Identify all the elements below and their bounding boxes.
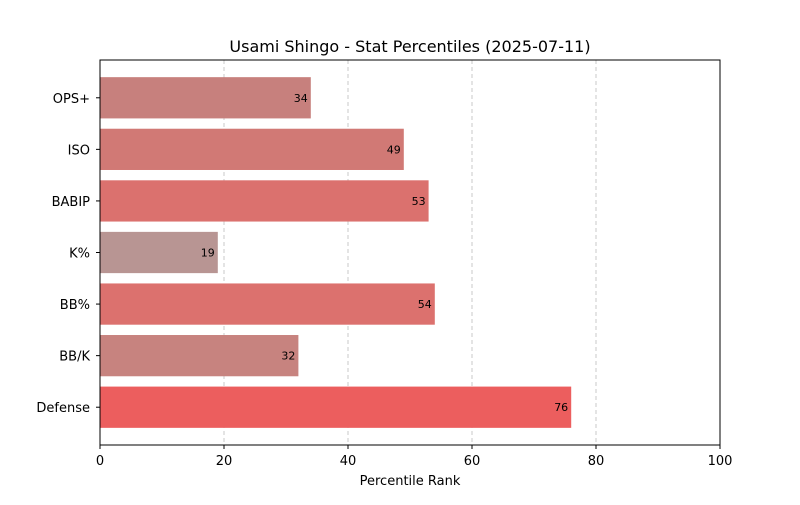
bar-value-label: 34 (294, 92, 308, 105)
y-tick-label: BABIP (52, 195, 91, 210)
bar (100, 180, 429, 222)
y-tick-label: BB% (60, 298, 90, 313)
chart-title: Usami Shingo - Stat Percentiles (2025-07… (229, 37, 590, 56)
x-axis-label: Percentile Rank (360, 474, 461, 489)
x-tick-label: 20 (216, 454, 233, 469)
y-tick-label: K% (69, 247, 90, 262)
x-tick-label: 0 (96, 454, 104, 469)
bar-value-label: 53 (412, 195, 426, 208)
bar-value-label: 49 (387, 143, 401, 156)
y-tick-label: BB/K (59, 350, 90, 365)
bar-value-label: 19 (201, 247, 215, 260)
grid-lines (223, 60, 597, 445)
bar (100, 77, 311, 119)
x-tick-label: 60 (464, 454, 481, 469)
x-tick-label: 100 (708, 454, 733, 469)
x-axis-ticks: 0 20 40 60 80 100 (96, 445, 733, 469)
bars (100, 77, 572, 428)
y-tick-label: OPS+ (53, 92, 90, 107)
bar (100, 283, 435, 325)
bar (100, 128, 404, 170)
x-tick-label: 80 (588, 454, 605, 469)
y-axis-ticks: OPS+ ISO BABIP K% BB% BB/K Defense (36, 92, 100, 416)
bar-value-label: 54 (418, 298, 432, 311)
bar (100, 386, 572, 428)
bar-value-labels: 34 49 53 19 54 32 76 (201, 92, 568, 414)
y-tick-label: ISO (68, 143, 90, 158)
bar-value-label: 76 (554, 401, 568, 414)
x-tick-label: 40 (340, 454, 357, 469)
bar (100, 231, 218, 274)
y-tick-label: Defense (36, 401, 90, 416)
bar (100, 335, 299, 377)
bar-value-label: 32 (281, 350, 295, 363)
